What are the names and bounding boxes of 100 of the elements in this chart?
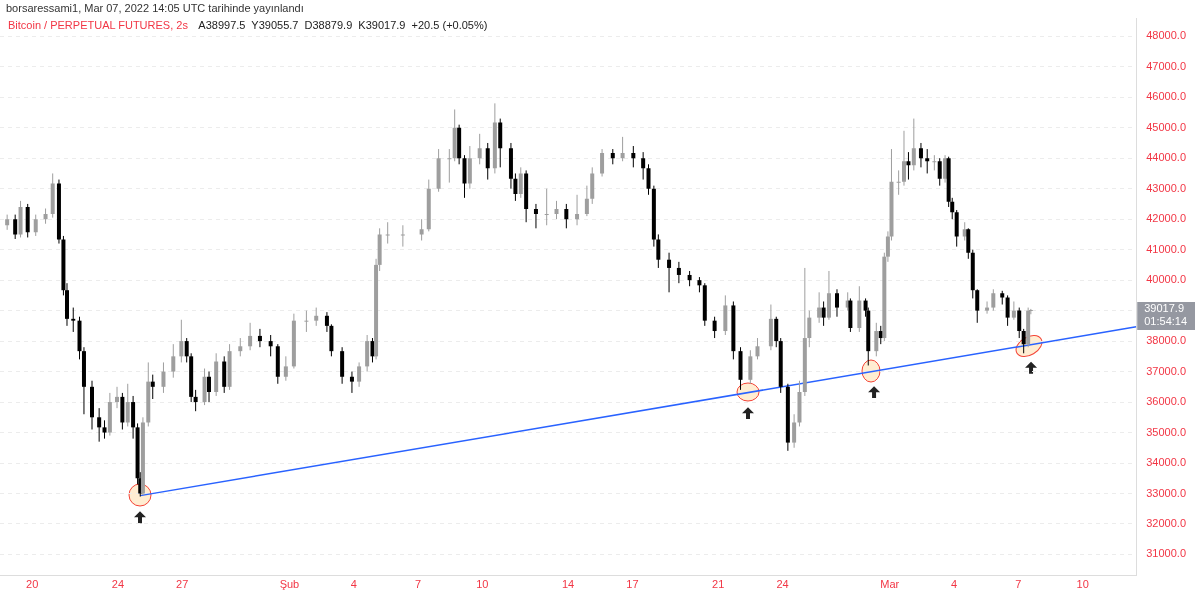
candlestick	[419, 218, 424, 242]
candlestick	[357, 361, 362, 388]
candlestick	[304, 310, 309, 333]
candlestick	[901, 130, 906, 187]
x-tick-label: 27	[176, 578, 189, 591]
candlestick	[1021, 328, 1026, 354]
y-tick-label: 46000.0	[1146, 90, 1186, 103]
y-tick-label: 41000.0	[1146, 242, 1186, 255]
candlestick	[125, 383, 130, 427]
y-tick-label: 42000.0	[1146, 212, 1186, 225]
y-tick-label: 34000.0	[1146, 456, 1186, 469]
candlestick	[755, 337, 760, 360]
candlestick	[150, 374, 155, 400]
candlestick	[314, 307, 319, 327]
candlestick	[985, 300, 990, 315]
candlestick	[925, 148, 930, 174]
candlestick	[161, 361, 166, 394]
y-tick-label: 48000.0	[1146, 29, 1186, 42]
candlestick	[544, 188, 549, 226]
x-tick-label: 10	[476, 578, 489, 591]
candlestick	[631, 145, 636, 168]
candlestick	[807, 310, 812, 348]
candlestick	[676, 261, 681, 284]
candlestick	[184, 337, 189, 363]
candlestick	[349, 371, 354, 394]
candlestick	[385, 221, 390, 245]
candlestick	[943, 154, 948, 184]
candlestick	[33, 214, 38, 237]
candlestick	[564, 203, 569, 229]
candlestick	[13, 214, 18, 240]
candlestick	[620, 136, 625, 162]
x-tick-label: 24	[776, 578, 789, 591]
candlestick	[641, 151, 646, 181]
x-tick-label: 14	[561, 578, 575, 591]
candlestick	[533, 203, 538, 229]
x-tick-label: 20	[26, 578, 39, 591]
candlestick	[821, 300, 826, 327]
candlestick	[937, 157, 942, 187]
candlestick	[400, 224, 405, 248]
x-tick-label: 4	[950, 578, 958, 591]
text: 01:54:14	[1144, 315, 1188, 328]
candlestick	[991, 288, 996, 312]
y-tick-label: 38000.0	[1146, 334, 1186, 347]
candlestick	[447, 148, 452, 184]
candlestick	[646, 163, 651, 196]
x-tick-label: 7	[414, 578, 422, 591]
candlestick	[874, 322, 879, 357]
candlestick	[283, 355, 288, 382]
chart-title: Bitcoin / PERPETUAL FUTURES, 2s	[8, 19, 189, 32]
y-tick-label: 36000.0	[1146, 395, 1186, 408]
candlestick	[584, 185, 589, 217]
y-tick-label: 33000.0	[1146, 486, 1186, 499]
candlestick	[774, 316, 779, 348]
y-tick-label: 45000.0	[1146, 120, 1186, 133]
candlestick	[1005, 294, 1010, 327]
candlestick	[193, 389, 198, 412]
candlestick	[179, 319, 184, 363]
candlestick	[1017, 307, 1022, 339]
text: borsaressami1, Mar 07, 2022 14:05 UTC tarihinde yayınlandı	[6, 2, 304, 15]
y-tick-label: 31000.0	[1146, 547, 1186, 560]
candlestick	[477, 133, 482, 165]
candlestick	[5, 214, 10, 231]
candlestick	[268, 334, 273, 357]
x-tick-label: 10	[1076, 578, 1089, 591]
candlestick	[792, 413, 797, 449]
x-tick-label: 24	[111, 578, 125, 591]
y-tick-label: 37000.0	[1146, 364, 1186, 377]
candlestick	[918, 142, 923, 168]
y-tick-label: 40000.0	[1146, 273, 1186, 286]
candlestick	[1011, 300, 1016, 321]
candlestick	[71, 307, 76, 333]
x-tick-label: 21	[712, 578, 725, 591]
x-tick-label: 17	[626, 578, 639, 591]
candlestick	[554, 200, 559, 220]
candlestick	[370, 337, 375, 363]
candlestick	[171, 343, 176, 379]
candlestick	[575, 194, 580, 226]
y-tick-label: 47000.0	[1146, 59, 1186, 72]
y-tick-label: 43000.0	[1146, 181, 1186, 194]
candlestick	[896, 169, 901, 196]
y-tick-label: 35000.0	[1146, 425, 1186, 438]
candlestick	[817, 291, 822, 324]
candlestick	[906, 151, 911, 181]
candlestick	[518, 166, 523, 199]
candlestick	[712, 316, 717, 339]
candlestick	[207, 371, 212, 403]
candlestick	[667, 252, 672, 293]
candlestick	[834, 288, 839, 318]
x-tick-label: Mar	[880, 578, 900, 591]
candlestick	[975, 288, 980, 324]
candlestick	[600, 148, 605, 177]
y-tick-label: 32000.0	[1146, 517, 1186, 530]
text: 39017.9	[1144, 302, 1184, 315]
candlestick	[911, 118, 916, 171]
chart-subtitle: A38997.5 Y39055.7 D38879.9 K39017.9 +20.5 (+0.05%)	[198, 19, 488, 32]
candlestick	[115, 386, 120, 409]
candlestick	[257, 328, 262, 348]
candlestick	[485, 142, 490, 181]
candlestick	[248, 322, 253, 351]
x-tick-label: 7	[1015, 578, 1022, 591]
